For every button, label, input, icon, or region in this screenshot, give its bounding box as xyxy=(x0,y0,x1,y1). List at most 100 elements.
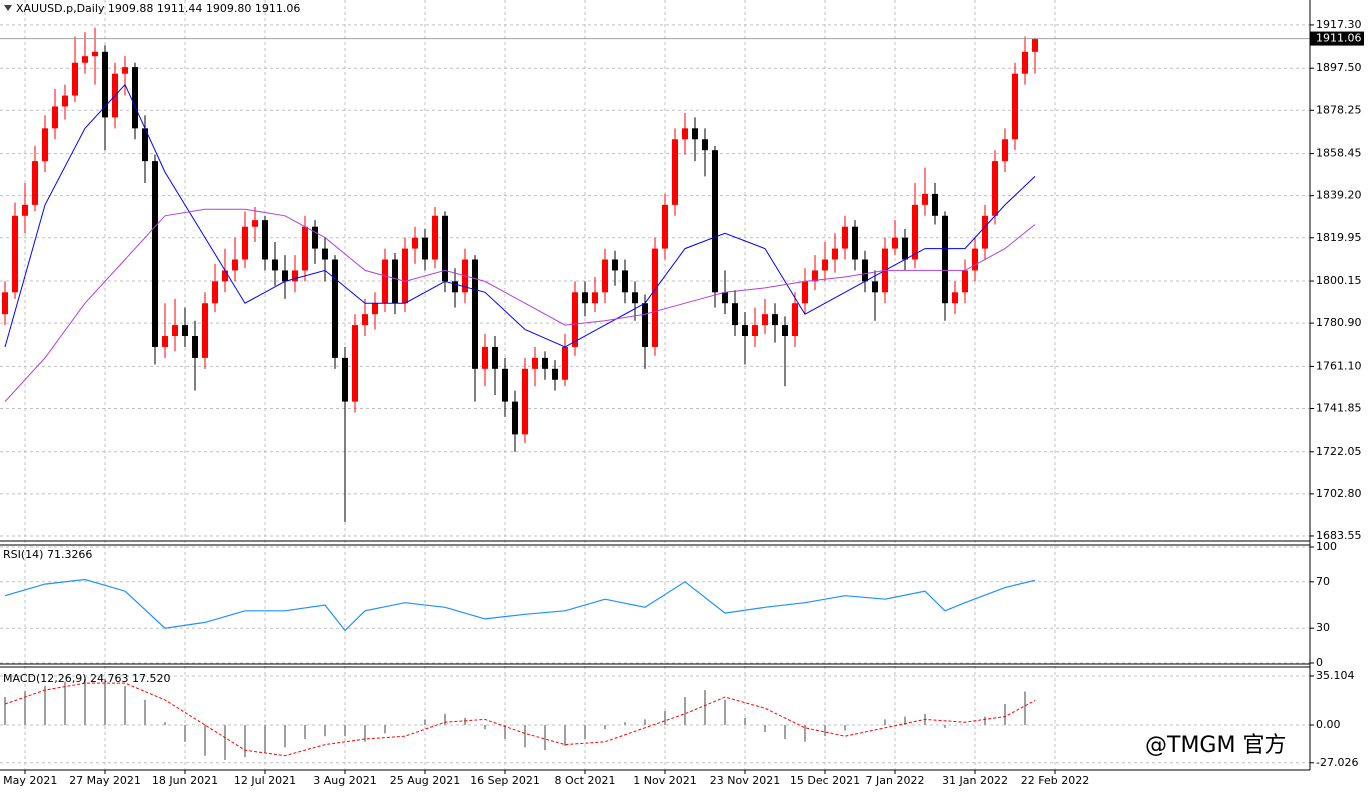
candle-body xyxy=(532,357,538,369)
macd-bar xyxy=(824,725,826,737)
macd-bar xyxy=(104,678,106,726)
y-tick-label: 1858.45 xyxy=(1316,147,1362,160)
macd-bar xyxy=(324,725,326,737)
candle-body xyxy=(412,237,418,249)
candle-body xyxy=(1012,73,1018,140)
candle-body xyxy=(242,226,248,260)
macd-bar xyxy=(744,718,746,726)
rsi-line xyxy=(4,578,1036,632)
y-tick-label: -27.026 xyxy=(1316,756,1358,769)
x-tick-label: 12 Jul 2021 xyxy=(234,774,296,787)
macd-bar xyxy=(684,697,686,726)
candle-body xyxy=(92,51,98,57)
macd-bar xyxy=(984,716,986,726)
macd-bar xyxy=(444,713,446,726)
x-tick-label: 27 May 2021 xyxy=(69,774,141,787)
candle-body xyxy=(642,303,648,347)
macd-bar xyxy=(884,719,886,726)
candle-body xyxy=(512,401,518,435)
moving-average xyxy=(4,208,1036,402)
candle-body xyxy=(12,215,18,293)
candle-body xyxy=(922,193,928,205)
macd-bar xyxy=(364,725,366,742)
candle-body xyxy=(122,67,128,74)
macd-bar xyxy=(944,725,946,728)
candle-body xyxy=(812,270,818,282)
x-tick-label: 1 Nov 2021 xyxy=(633,774,696,787)
macd-bar xyxy=(84,678,86,726)
y-tick-label: 1761.10 xyxy=(1316,359,1362,372)
macd-bar xyxy=(644,719,646,726)
y-tick-label: 1702.80 xyxy=(1316,487,1362,500)
candle-body xyxy=(402,248,408,304)
candle-body xyxy=(82,56,88,63)
y-tick-label: 1683.55 xyxy=(1316,529,1362,542)
candle-body xyxy=(632,292,638,304)
candle-body xyxy=(202,303,208,358)
y-tick-label: 35.104 xyxy=(1316,669,1355,682)
candle-body xyxy=(942,215,948,304)
symbol-icon xyxy=(4,5,12,11)
candle-body xyxy=(182,325,188,337)
y-tick-label: 1878.25 xyxy=(1316,103,1362,116)
macd-bar xyxy=(124,685,126,726)
macd-bar xyxy=(164,722,166,726)
candle-body xyxy=(2,292,8,315)
macd-bar xyxy=(704,690,706,726)
candle-body xyxy=(992,161,998,216)
candle-body xyxy=(782,325,788,337)
y-tick-label: 1819.95 xyxy=(1316,231,1362,244)
macd-bar xyxy=(784,725,786,739)
watermark: @TMGM 官方 xyxy=(1145,733,1286,758)
x-tick-label: 23 Nov 2021 xyxy=(710,774,780,787)
macd-bar xyxy=(624,722,626,726)
candle-body xyxy=(962,270,968,293)
candle-body xyxy=(262,220,268,260)
macd-bar xyxy=(764,725,766,732)
y-tick-label: 1722.05 xyxy=(1316,445,1362,458)
candle-body xyxy=(832,248,838,260)
macd-bar xyxy=(844,725,846,731)
candle-body xyxy=(192,336,198,358)
candle-body xyxy=(552,368,558,380)
candle-body xyxy=(722,292,728,304)
candle-body xyxy=(932,193,938,216)
x-tick-label: 31 Jan 2022 xyxy=(942,774,1008,787)
candle-body xyxy=(822,259,828,271)
candle-body xyxy=(152,161,158,347)
x-tick-label: 16 Sep 2021 xyxy=(470,774,540,787)
y-tick-label: 1780.90 xyxy=(1316,316,1362,329)
candle-body xyxy=(772,314,778,326)
y-tick-label: 0.00 xyxy=(1316,718,1341,731)
candle-body xyxy=(142,128,148,162)
macd-bar xyxy=(804,725,806,742)
candle-body xyxy=(682,128,688,140)
candle-body xyxy=(352,325,358,402)
candle-body xyxy=(212,281,218,304)
macd-bar xyxy=(464,718,466,726)
macd-bar xyxy=(204,725,206,756)
candle-body xyxy=(492,346,498,369)
candle-body xyxy=(982,215,988,249)
candle-body xyxy=(1032,38,1038,52)
candle-body xyxy=(742,325,748,337)
candle-body xyxy=(292,270,298,282)
chart-title: XAUUSD.p,Daily 1909.88 1911.44 1909.80 1… xyxy=(16,2,300,15)
candle-body xyxy=(752,325,758,337)
x-tick-label: 3 Aug 2021 xyxy=(313,774,376,787)
macd-bar xyxy=(424,719,426,726)
candle-body xyxy=(912,204,918,260)
candle-body xyxy=(622,270,628,293)
candle-body xyxy=(162,336,168,347)
candle-body xyxy=(22,204,28,216)
candle-body xyxy=(282,270,288,282)
candle-body xyxy=(382,259,388,304)
candle-body xyxy=(972,248,978,271)
candle-body xyxy=(582,292,588,304)
x-tick-label: 5 May 2021 xyxy=(0,774,57,787)
candle-body xyxy=(712,150,718,293)
candle-body xyxy=(762,314,768,326)
macd-bar xyxy=(284,725,286,748)
